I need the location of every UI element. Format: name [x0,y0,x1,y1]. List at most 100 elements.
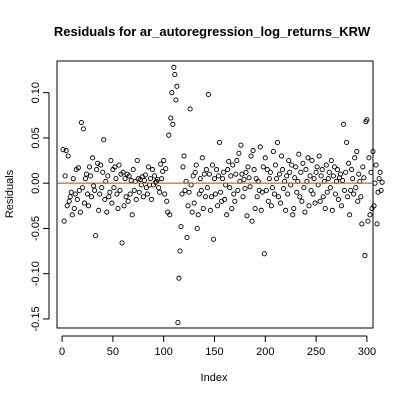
data-point [101,137,107,143]
x-tick-label: 250 [307,346,325,358]
data-point [292,175,298,181]
data-point [323,162,329,168]
data-point [164,198,170,204]
data-point [374,221,380,227]
data-point [76,187,82,193]
data-point [337,171,344,177]
data-point [332,191,338,197]
x-tick-label: 150 [205,346,223,358]
data-point [115,205,121,212]
data-point [267,169,273,175]
data-point [274,139,281,146]
y-tick-label: -0.15 [30,306,42,331]
data-point [351,191,357,197]
data-point [191,200,197,206]
data-point [184,234,190,241]
chart-title: Residuals for ar_autoregression_log_retu… [54,24,371,39]
data-point [236,150,242,156]
data-point [77,209,83,215]
data-point [368,169,374,175]
data-point [72,191,78,197]
data-point [244,213,250,219]
data-point [228,173,234,179]
data-point [376,176,382,182]
data-point [212,191,219,197]
data-point [326,169,332,175]
data-point [86,164,93,170]
data-point [197,176,203,182]
data-point [252,205,258,212]
data-point [347,212,353,218]
data-point [242,186,248,192]
data-point [324,189,330,195]
data-point [350,176,356,182]
data-point [307,173,313,179]
data-point [248,153,254,159]
y-tick-label: 0.00 [30,172,42,193]
data-point [200,205,206,212]
data-point [239,171,245,177]
data-point [128,177,134,184]
data-point [305,155,311,161]
data-point [379,179,385,185]
data-point [251,167,257,173]
data-point [247,184,253,190]
data-point [181,153,187,159]
data-point [238,142,244,148]
data-point [85,203,92,209]
data-point [151,173,158,179]
data-point [210,236,217,242]
data-point [169,90,175,96]
y-tick-label: -0.10 [30,261,42,286]
data-point [89,194,95,200]
data-point [309,158,315,164]
data-point [221,169,227,175]
data-point [70,176,76,182]
data-point [141,177,147,184]
data-point [289,162,295,168]
data-point [116,162,122,168]
data-point [261,251,267,257]
data-point [175,320,181,326]
data-point [280,167,286,173]
data-point [75,165,81,171]
data-point [303,167,309,173]
data-point [331,164,337,170]
data-point [170,121,176,127]
x-axis-label: Index [201,372,228,384]
data-point [204,185,210,191]
data-point [276,171,283,177]
data-point [325,176,331,182]
data-point [125,198,131,204]
data-point [81,200,87,206]
data-point [319,167,325,173]
data-point [109,200,115,206]
data-point [320,194,326,200]
data-point [157,189,163,195]
x-axis: 0 50 100 150 200 250 300 [59,335,376,358]
data-point [254,194,260,200]
data-point [346,160,352,166]
data-point [131,187,137,193]
data-point [192,169,198,175]
data-point [329,207,335,213]
data-point [198,187,204,193]
data-point [354,148,360,155]
data-point [105,173,111,179]
data-point [371,203,377,209]
data-point [203,167,209,173]
data-point [265,198,271,204]
data-point [99,185,105,191]
data-point [172,72,178,78]
data-points-group [60,64,385,326]
data-point [277,200,284,206]
data-point [345,194,351,200]
data-point [64,203,70,209]
data-point [65,153,71,159]
data-point [202,194,208,200]
data-point [343,169,349,175]
data-point [207,207,213,213]
data-point [90,155,96,161]
data-point [199,155,205,161]
data-point [185,203,191,209]
